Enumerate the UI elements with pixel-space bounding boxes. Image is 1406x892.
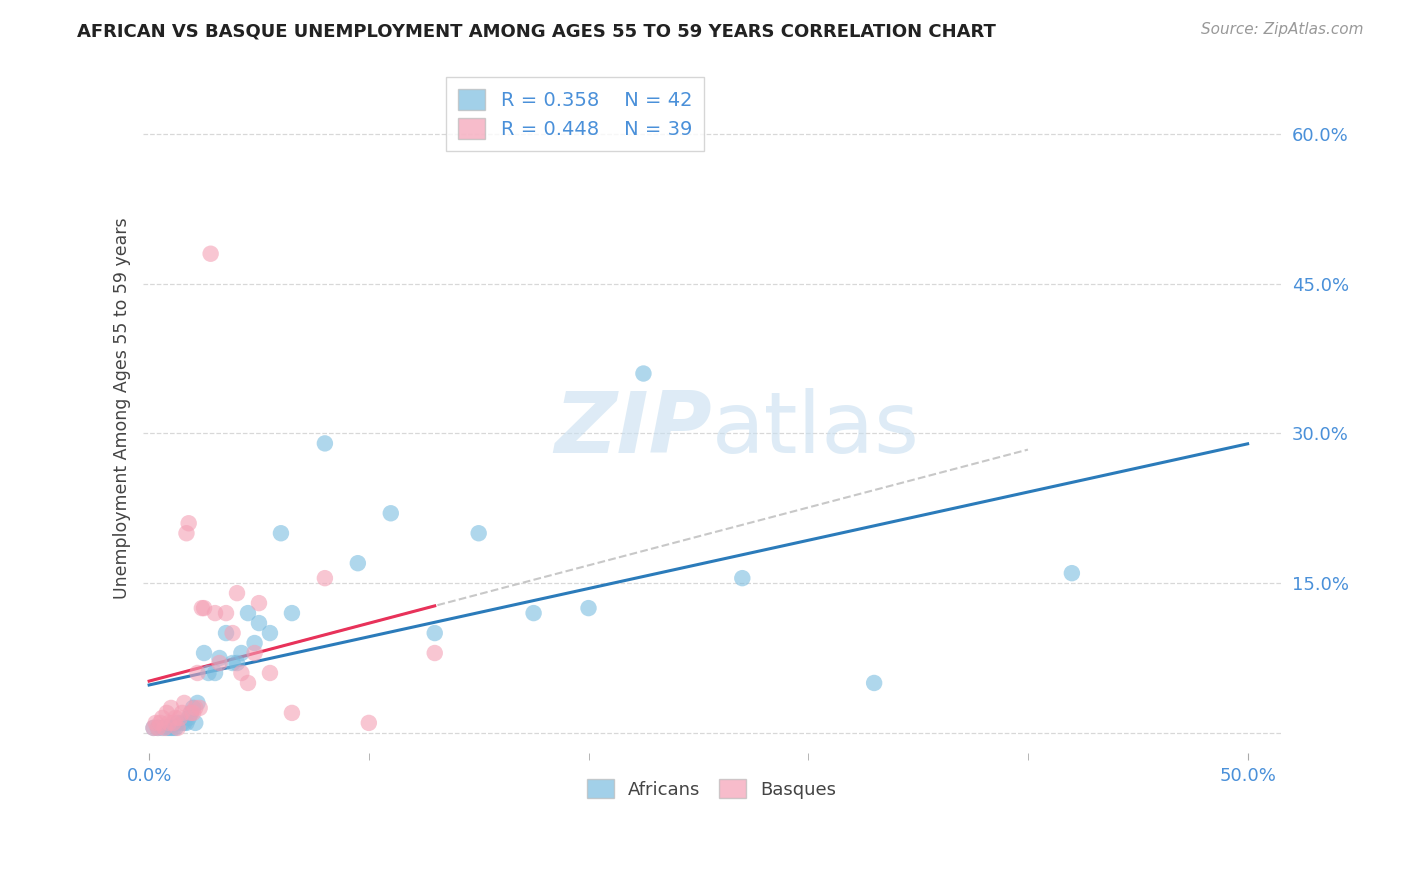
- Point: [281, 706, 304, 720]
- Point: [181, 706, 204, 720]
- Point: [314, 436, 336, 450]
- Point: [193, 601, 215, 615]
- Point: [181, 701, 204, 715]
- Point: [153, 721, 176, 735]
- Legend: Africans, Basques: Africans, Basques: [579, 772, 844, 805]
- Point: [731, 571, 754, 585]
- Point: [176, 715, 198, 730]
- Point: [177, 516, 200, 531]
- Point: [204, 606, 226, 620]
- Point: [162, 715, 184, 730]
- Point: [236, 606, 259, 620]
- Point: [176, 526, 198, 541]
- Point: [1060, 566, 1083, 581]
- Point: [467, 526, 489, 541]
- Point: [221, 656, 243, 670]
- Y-axis label: Unemployment Among Ages 55 to 59 years: Unemployment Among Ages 55 to 59 years: [114, 218, 131, 599]
- Point: [243, 646, 266, 660]
- Point: [633, 367, 655, 381]
- Point: [215, 626, 238, 640]
- Point: [184, 701, 207, 715]
- Point: [578, 601, 600, 615]
- Point: [243, 636, 266, 650]
- Point: [247, 596, 270, 610]
- Point: [166, 715, 188, 730]
- Point: [259, 665, 281, 680]
- Point: [231, 665, 253, 680]
- Point: [165, 721, 187, 735]
- Point: [281, 606, 304, 620]
- Point: [149, 715, 172, 730]
- Point: [166, 721, 188, 735]
- Point: [172, 715, 194, 730]
- Point: [169, 711, 191, 725]
- Point: [357, 715, 380, 730]
- Point: [157, 721, 180, 735]
- Point: [423, 646, 446, 660]
- Point: [259, 626, 281, 640]
- Point: [142, 721, 165, 735]
- Point: [314, 571, 336, 585]
- Text: Source: ZipAtlas.com: Source: ZipAtlas.com: [1201, 22, 1364, 37]
- Point: [142, 721, 165, 735]
- Point: [157, 715, 180, 730]
- Point: [215, 606, 238, 620]
- Point: [423, 626, 446, 640]
- Point: [197, 665, 219, 680]
- Point: [177, 711, 200, 725]
- Point: [146, 721, 169, 735]
- Point: [188, 701, 211, 715]
- Point: [186, 696, 208, 710]
- Point: [186, 665, 208, 680]
- Point: [146, 721, 169, 735]
- Point: [208, 651, 231, 665]
- Point: [165, 711, 187, 725]
- Point: [172, 706, 194, 720]
- Point: [160, 721, 183, 735]
- Point: [180, 706, 202, 720]
- Point: [150, 721, 173, 735]
- Point: [193, 646, 215, 660]
- Point: [863, 676, 886, 690]
- Point: [200, 246, 222, 260]
- Point: [180, 706, 202, 720]
- Point: [226, 656, 249, 670]
- Text: AFRICAN VS BASQUE UNEMPLOYMENT AMONG AGES 55 TO 59 YEARS CORRELATION CHART: AFRICAN VS BASQUE UNEMPLOYMENT AMONG AGE…: [77, 22, 997, 40]
- Point: [156, 721, 179, 735]
- Point: [204, 665, 226, 680]
- Point: [145, 715, 167, 730]
- Point: [236, 676, 259, 690]
- Point: [156, 706, 179, 720]
- Point: [184, 715, 207, 730]
- Point: [247, 616, 270, 631]
- Point: [270, 526, 292, 541]
- Point: [226, 586, 249, 600]
- Point: [347, 556, 370, 570]
- Point: [173, 715, 195, 730]
- Point: [523, 606, 546, 620]
- Point: [380, 506, 402, 520]
- Text: atlas: atlas: [711, 388, 920, 471]
- Point: [150, 711, 173, 725]
- Point: [221, 626, 243, 640]
- Point: [173, 696, 195, 710]
- Point: [208, 656, 231, 670]
- Point: [160, 701, 183, 715]
- Point: [191, 601, 214, 615]
- Point: [231, 646, 253, 660]
- Point: [162, 721, 184, 735]
- Text: ZIP: ZIP: [554, 388, 711, 471]
